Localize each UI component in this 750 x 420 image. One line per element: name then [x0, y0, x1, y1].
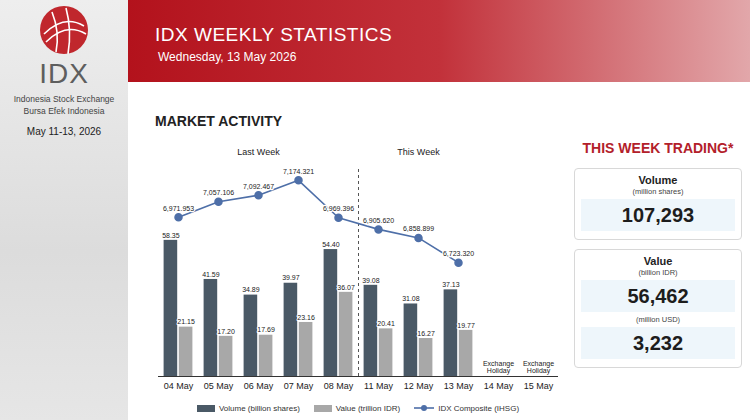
html-text:Value (trillion IDR): Value (trillion IDR): [335, 403, 401, 413]
html-text:THIS WEEK TRADING*: THIS WEEK TRADING*: [582, 140, 734, 156]
svg-text:04 May: 04 May: [164, 381, 194, 391]
svg-text:6,723.320: 6,723.320: [443, 250, 474, 257]
svg-text:ExchangeHoliday: ExchangeHoliday: [523, 360, 554, 375]
html-text:3,232: 3,232: [633, 332, 683, 354]
svg-text:17.20: 17.20: [217, 328, 235, 335]
svg-text:37.13: 37.13: [442, 281, 460, 288]
svg-text:39.97: 39.97: [282, 274, 300, 281]
svg-text:This Week: This Week: [397, 147, 440, 157]
svg-text:11 May: 11 May: [364, 381, 393, 391]
svg-text:07 May: 07 May: [284, 381, 314, 391]
html-text:56,462: 56,462: [627, 285, 689, 307]
svg-text:17.69: 17.69: [257, 326, 275, 333]
svg-text:7,174.321: 7,174.321: [283, 168, 314, 175]
svg-text:7,057.106: 7,057.106: [203, 189, 234, 196]
svg-text:ExchangeHoliday: ExchangeHoliday: [483, 360, 514, 375]
svg-text:58.35: 58.35: [162, 232, 180, 239]
svg-text:05 May: 05 May: [204, 381, 234, 391]
html-text:(billion IDR): (billion IDR): [638, 268, 678, 277]
html-text:Wednesday, 13 May 2026: Wednesday, 13 May 2026: [158, 50, 297, 64]
svg-text:Last Week: Last Week: [237, 147, 280, 157]
svg-text:13 May: 13 May: [444, 381, 474, 391]
svg-text:6,858.899: 6,858.899: [403, 225, 434, 232]
svg-text:06 May: 06 May: [244, 381, 274, 391]
html-text:Volume (billion shares): Volume (billion shares): [218, 403, 300, 413]
html-text:Bursa Efek Indonesia: Bursa Efek Indonesia: [23, 106, 105, 116]
html-text:(million USD): (million USD): [635, 315, 681, 324]
html-text:(million shares): (million shares): [632, 187, 684, 196]
svg-text:19.77: 19.77: [457, 322, 475, 329]
svg-text:20.41: 20.41: [377, 320, 395, 327]
html-text:IDX: IDX: [39, 58, 89, 89]
svg-text:15 May: 15 May: [524, 381, 554, 391]
html-text:MARKET ACTIVITY: MARKET ACTIVITY: [155, 113, 282, 129]
svg-text:14 May: 14 May: [484, 381, 514, 391]
html-text:Value: Value: [643, 255, 673, 267]
svg-text:41.59: 41.59: [202, 271, 220, 278]
html-text:Volume: Volume: [638, 174, 678, 186]
html-text:IDX Composite (IHSG): IDX Composite (IHSG): [438, 403, 520, 413]
svg-text:6,905.620: 6,905.620: [363, 217, 394, 224]
svg-text:39.08: 39.08: [362, 277, 380, 284]
svg-text:23.16: 23.16: [297, 314, 315, 321]
html-text:IDX WEEKLY STATISTICS: IDX WEEKLY STATISTICS: [155, 24, 393, 45]
svg-text:21.15: 21.15: [177, 318, 195, 325]
html-text:107,293: 107,293: [621, 204, 695, 226]
svg-text:7,092.467: 7,092.467: [243, 183, 274, 190]
svg-text:31.08: 31.08: [402, 295, 420, 302]
svg-text:54.40: 54.40: [322, 241, 340, 248]
html-text:Indonesia Stock Exchange: Indonesia Stock Exchange: [13, 94, 115, 104]
html-text:May 11-13, 2026: May 11-13, 2026: [26, 126, 102, 137]
svg-text:12 May: 12 May: [404, 381, 434, 391]
svg-text:36.07: 36.07: [337, 284, 355, 291]
svg-text:08 May: 08 May: [324, 381, 354, 391]
svg-text:16.27: 16.27: [417, 330, 435, 337]
svg-text:6,971.953: 6,971.953: [163, 205, 194, 212]
svg-text:6,969.396: 6,969.396: [323, 205, 354, 212]
svg-text:34.89: 34.89: [242, 286, 260, 293]
